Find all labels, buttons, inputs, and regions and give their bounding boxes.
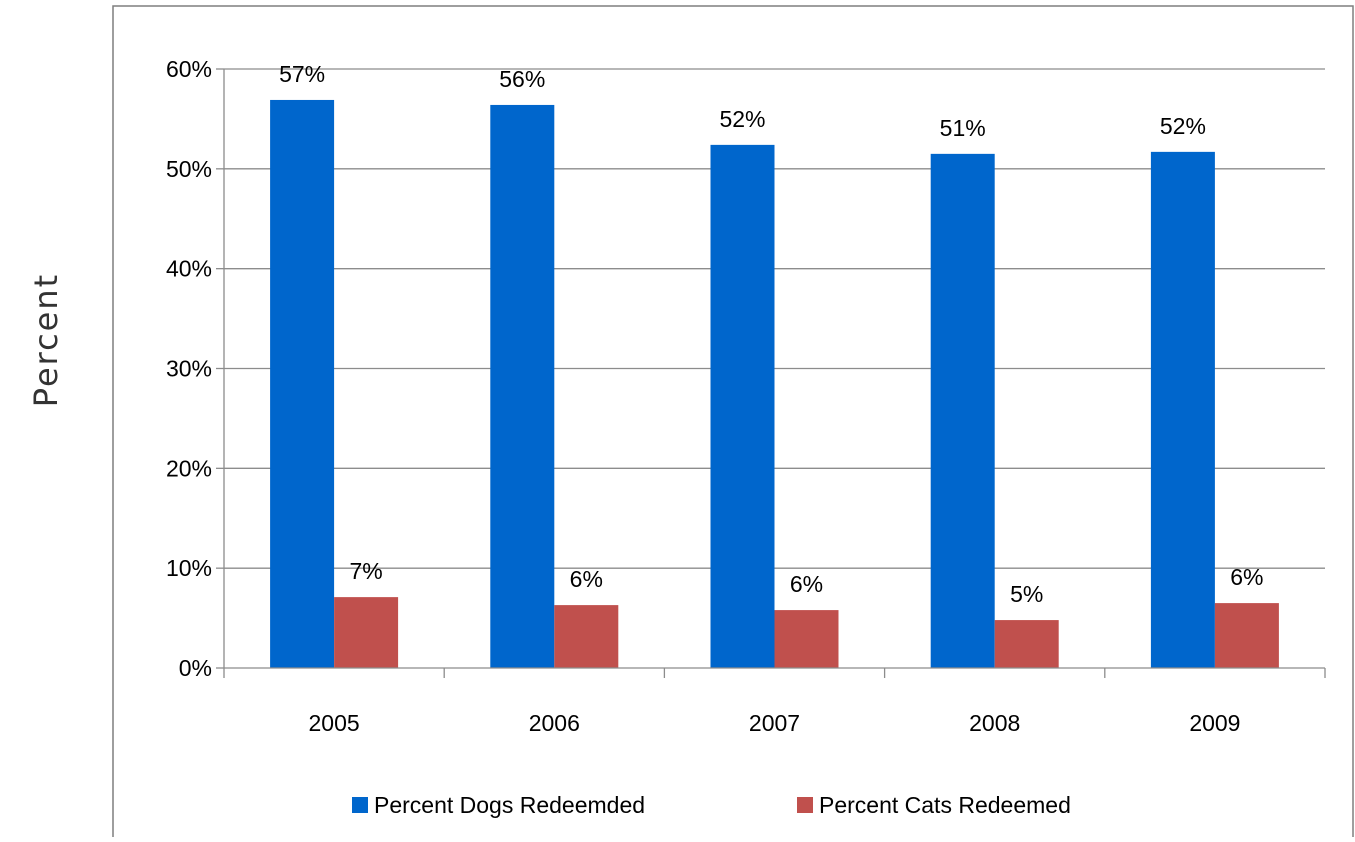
bar-dogs-2005 [270, 99, 335, 668]
y-tick-label-50: 50% [166, 156, 212, 182]
y-tick-label-30: 30% [166, 356, 212, 382]
data-label-dogs-2005: 57% [279, 61, 325, 87]
x-tick-label-2007: 2007 [749, 710, 800, 736]
legend-label-cats: Percent Cats Redeemed [819, 792, 1071, 818]
data-label-cats-2007: 6% [790, 571, 823, 597]
data-label-cats-2008: 5% [1010, 581, 1043, 607]
x-tick-labels: 2005 2006 2007 2008 2009 [309, 710, 1241, 736]
y-tick-labels: 0% 10% 20% 30% 40% 50% 60% [166, 56, 212, 681]
y-tick-label-0: 0% [179, 655, 212, 681]
x-tick-label-2008: 2008 [969, 710, 1020, 736]
legend: Percent Dogs Redeemded Percent Cats Redee… [352, 792, 1071, 818]
x-tick-label-2005: 2005 [309, 710, 360, 736]
chart-frame [112, 5, 1354, 842]
y-tick-label-20: 20% [166, 455, 212, 481]
bar-cats-2009 [1214, 603, 1279, 668]
legend-swatch-cats [797, 797, 813, 813]
data-label-cats-2006: 6% [570, 566, 603, 592]
data-label-dogs-2008: 51% [940, 115, 986, 141]
data-label-dogs-2007: 52% [719, 106, 765, 132]
bar-dogs-2008 [930, 153, 995, 668]
y-tick-label-40: 40% [166, 256, 212, 282]
y-tick-label-60: 60% [166, 56, 212, 82]
bars [270, 99, 1279, 668]
legend-label-dogs: Percent Dogs Redeemded [374, 792, 645, 818]
y-tick-label-10: 10% [166, 555, 212, 581]
bar-cats-2005 [334, 597, 399, 668]
bar-cats-2007 [774, 610, 839, 668]
axes [223, 69, 1326, 678]
x-tick-label-2006: 2006 [529, 710, 580, 736]
bar-dogs-2007 [710, 144, 775, 668]
y-axis-label: Percent [27, 273, 65, 407]
bar-dogs-2006 [490, 104, 555, 668]
bar-cats-2006 [554, 605, 619, 668]
x-tick-label-2009: 2009 [1189, 710, 1240, 736]
data-label-dogs-2009: 52% [1160, 113, 1206, 139]
bar-cats-2008 [994, 620, 1059, 668]
legend-swatch-dogs [352, 797, 368, 813]
data-label-cats-2009: 6% [1230, 564, 1263, 590]
data-label-cats-2005: 7% [349, 558, 382, 584]
bar-dogs-2009 [1150, 151, 1215, 668]
data-label-dogs-2006: 56% [499, 66, 545, 92]
data-labels: 57% 7% 56% 6% 52% 6% 51% 5% 52% 6% [279, 61, 1263, 607]
